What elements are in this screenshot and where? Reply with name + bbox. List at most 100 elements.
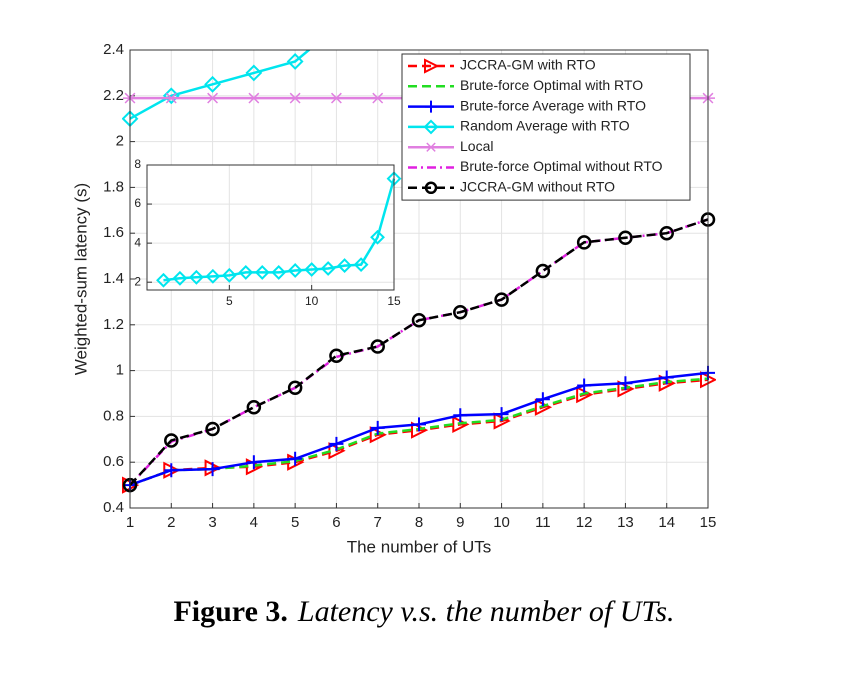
axes-frame bbox=[129, 49, 709, 509]
marker bbox=[246, 399, 262, 415]
marker bbox=[453, 304, 468, 320]
y-tick-label: 2.4 bbox=[103, 41, 124, 58]
marker bbox=[287, 380, 303, 396]
x-tick-label: 7 bbox=[374, 514, 382, 531]
marker bbox=[288, 451, 303, 466]
marker bbox=[618, 230, 633, 246]
marker bbox=[164, 433, 179, 448]
marker bbox=[411, 312, 427, 328]
y-tick-label: 0.8 bbox=[103, 407, 124, 424]
x-tick-label: 5 bbox=[226, 294, 233, 308]
marker bbox=[254, 265, 270, 280]
legend-marker bbox=[424, 181, 438, 195]
y-tick-label: 4 bbox=[134, 235, 141, 249]
marker bbox=[576, 235, 592, 250]
y-tick-label: 1.8 bbox=[103, 178, 124, 195]
legend-label: Brute-force Optimal with RTO bbox=[460, 77, 643, 93]
marker bbox=[320, 261, 336, 276]
marker bbox=[494, 407, 509, 422]
marker bbox=[370, 92, 385, 104]
marker bbox=[286, 53, 304, 70]
x-tick-label: 1 bbox=[126, 514, 134, 531]
marker bbox=[535, 392, 550, 407]
marker bbox=[205, 462, 220, 477]
marker bbox=[577, 378, 592, 393]
y-tick-label: 1.2 bbox=[103, 316, 124, 333]
marker bbox=[245, 64, 263, 82]
legend-marker bbox=[425, 100, 437, 113]
x-tick-label: 12 bbox=[576, 514, 593, 531]
series-line bbox=[129, 218, 709, 486]
y-tick-label: 2 bbox=[134, 274, 141, 288]
x-tick-label: 15 bbox=[387, 294, 401, 308]
y-tick-label: 6 bbox=[134, 196, 141, 210]
caption: Figure 3. Latency v.s. the number of UTs. bbox=[173, 595, 674, 628]
marker bbox=[337, 258, 353, 274]
legend-marker bbox=[424, 58, 440, 74]
y-tick-label: 0.4 bbox=[103, 499, 124, 516]
y-tick-label: 0.6 bbox=[103, 453, 124, 470]
marker bbox=[329, 436, 344, 451]
marker bbox=[156, 272, 171, 288]
marker bbox=[453, 408, 468, 423]
axes-frame bbox=[146, 164, 395, 291]
marker bbox=[288, 92, 303, 104]
x-tick-label: 4 bbox=[250, 514, 258, 531]
x-tick-label: 2 bbox=[167, 514, 175, 531]
plot-group bbox=[156, 171, 402, 288]
series-line bbox=[129, 50, 311, 120]
legend-label: Local bbox=[460, 138, 493, 154]
marker bbox=[271, 265, 287, 280]
x-axis-label: The number of UTs bbox=[347, 537, 492, 556]
marker bbox=[659, 225, 674, 241]
marker bbox=[329, 20, 343, 34]
y-tick-label: 1.4 bbox=[103, 270, 124, 287]
x-tick-label: 10 bbox=[493, 514, 510, 531]
legend-label: Random Average with RTO bbox=[460, 118, 630, 134]
x-tick-label: 13 bbox=[617, 514, 634, 531]
marker bbox=[412, 417, 426, 432]
caption-label: Figure 3. bbox=[173, 595, 287, 628]
plot-area bbox=[147, 165, 394, 290]
marker bbox=[618, 376, 633, 391]
legend-label: JCCRA-GM with RTO bbox=[460, 57, 596, 73]
marker bbox=[370, 229, 385, 245]
marker bbox=[164, 92, 179, 104]
marker bbox=[188, 269, 204, 285]
marker bbox=[370, 420, 385, 435]
marker bbox=[370, 339, 385, 354]
marker bbox=[246, 92, 261, 104]
marker bbox=[164, 463, 179, 478]
x-tick-label: 15 bbox=[700, 514, 717, 531]
caption-text: Latency v.s. the number of UTs. bbox=[297, 595, 675, 628]
marker bbox=[329, 348, 344, 363]
legend-label: JCCRA-GM without RTO bbox=[460, 179, 615, 195]
x-tick-label: 9 bbox=[456, 514, 464, 531]
x-tick-label: 5 bbox=[291, 514, 299, 531]
marker bbox=[494, 292, 509, 307]
marker bbox=[412, 20, 426, 34]
marker bbox=[205, 268, 221, 284]
marker bbox=[205, 92, 220, 104]
y-axis-label: Weighted-sum latency (s) bbox=[71, 183, 90, 375]
legend-marker bbox=[423, 119, 439, 135]
marker bbox=[329, 92, 344, 104]
x-tick-label: 8 bbox=[415, 514, 423, 531]
x-tick-label: 10 bbox=[305, 294, 319, 308]
x-tick-label: 6 bbox=[332, 514, 340, 531]
legend-label: Brute-force Average with RTO bbox=[460, 97, 646, 113]
y-tick-label: 1.6 bbox=[103, 224, 124, 241]
marker bbox=[353, 257, 369, 273]
marker bbox=[204, 75, 221, 93]
marker bbox=[287, 263, 303, 278]
marker bbox=[535, 263, 551, 279]
y-tick-label: 2 bbox=[116, 133, 124, 150]
x-tick-label: 11 bbox=[535, 514, 551, 531]
y-tick-label: 8 bbox=[134, 157, 141, 171]
marker bbox=[371, 20, 385, 34]
marker bbox=[238, 265, 254, 280]
x-tick-label: 14 bbox=[658, 514, 675, 531]
marker bbox=[453, 0, 467, 11]
legend-label: Brute-force Optimal without RTO bbox=[460, 158, 663, 174]
marker bbox=[205, 421, 220, 437]
